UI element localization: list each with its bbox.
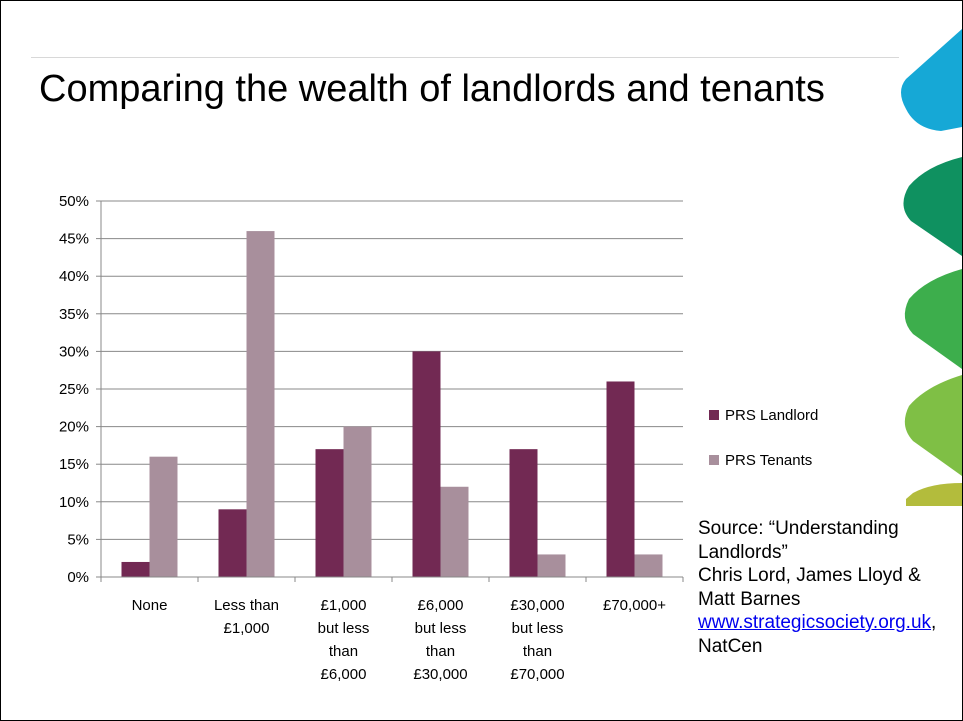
source-line-3: www.strategicsociety.org.uk, NatCen [698,611,960,658]
source-note: Source: “Understanding Landlords” Chris … [698,517,960,658]
bar-tenants [634,554,663,577]
source-suffix: , NatCen [698,612,937,657]
category-label: £1,000 [224,620,270,637]
category-labels: None Less than £1,000 £1,000 but less than £6,… [132,597,667,683]
source-line-2: Chris Lord, James Lloyd & Matt Barnes [698,565,921,610]
category-label: £6,000 [321,666,367,683]
bars [121,231,663,577]
lime-ribbon-shape [904,375,962,476]
bar-landlord [315,449,344,577]
legend-swatch [709,410,719,420]
teal-ribbon-shape [903,157,962,256]
category-label: £1,000 [321,597,367,614]
category-label: £70,000+ [603,597,666,614]
legend: PRS Landlord PRS Tenants [709,407,818,469]
slide-title: Comparing the wealth of landlords and te… [39,68,825,110]
olive-ribbon-shape [906,483,962,506]
bar-tenants [246,231,275,577]
y-tick-label: 15% [59,456,89,473]
category-label: than [523,643,552,660]
source-link[interactable]: www.strategicsociety.org.uk [698,612,932,633]
top-divider [31,57,899,58]
legend-label: PRS Tenants [725,452,812,469]
gridlines [101,200,683,540]
legend-label: PRS Landlord [725,407,818,424]
category-label: but less [415,620,467,637]
bar-landlord [412,351,441,577]
y-tick-label: 50% [59,193,89,210]
legend-swatch [709,455,719,465]
y-tick-label: 5% [67,531,89,548]
y-tick-label: 0% [67,569,89,586]
y-tick-label: 40% [59,268,89,285]
y-tick-label: 45% [59,231,89,248]
source-line-1: Source: “Understanding Landlords” [698,518,899,563]
bar-landlord [121,561,150,577]
category-label: None [132,597,168,614]
category-label: £6,000 [418,597,464,614]
category-label: but less [512,620,564,637]
bar-tenants [537,554,566,577]
category-label: £30,000 [413,666,467,683]
bar-tenants [440,486,469,577]
bar-landlord [218,509,247,577]
blue-ribbon-shape [901,29,962,131]
axes [96,200,684,582]
y-tick-labels: 0% 5% 10% 15% 20% 25% 30% 35% 40% 45% 50% [59,193,89,586]
bar-landlord [509,449,538,577]
category-label: than [329,643,358,660]
y-tick-label: 25% [59,381,89,398]
category-label: but less [318,620,370,637]
bar-tenants [343,426,372,577]
category-label: than [426,643,455,660]
y-tick-label: 35% [59,306,89,323]
bar-landlord [606,381,635,577]
category-label: £70,000 [510,666,564,683]
category-label: Less than [214,597,279,614]
bar-tenants [149,456,178,577]
category-label: £30,000 [510,597,564,614]
green-ribbon-shape [904,269,962,369]
y-tick-label: 20% [59,419,89,436]
y-tick-label: 10% [59,494,89,511]
y-tick-label: 30% [59,343,89,360]
